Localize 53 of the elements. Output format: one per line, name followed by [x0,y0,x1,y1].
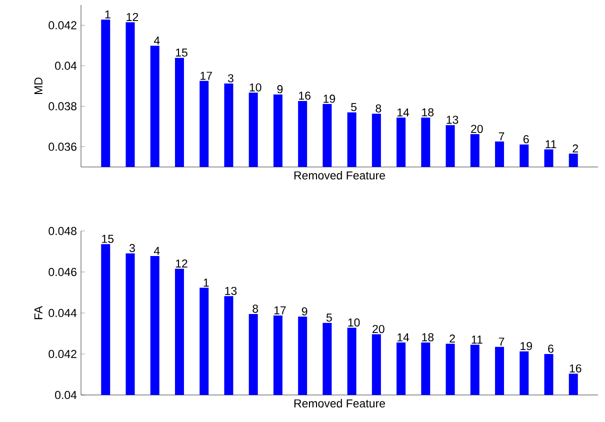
category-label: 18 [422,333,434,342]
category-label: 7 [498,132,504,140]
category-label: 5 [326,314,332,322]
category-label: 13 [446,116,458,124]
category-label: 9 [277,85,283,94]
y-tick-label: 0.04 [55,390,77,400]
category-label: 12 [176,259,188,268]
y-tick-label: 0.038 [48,102,76,110]
category-label: 17 [274,306,286,314]
category-label: 3 [129,244,135,252]
category-label: 14 [398,108,410,116]
category-label: 2 [450,334,455,343]
category-label: 17 [200,72,212,80]
category-label: 1 [105,10,110,18]
category-label: 4 [154,36,160,44]
y-tick-label: 0.048 [48,226,76,236]
x-axis-title: Removed Feature [294,171,385,180]
category-label: 6 [524,135,529,144]
category-label: 2 [572,144,578,152]
category-label: 10 [348,318,360,327]
category-label: 19 [324,94,336,103]
category-label: 9 [302,307,308,316]
category-label: 8 [376,104,382,113]
y-tick-label: 0.044 [48,308,77,318]
category-label: 11 [472,336,482,344]
category-label: 7 [498,338,504,346]
y-tick-label: 0.042 [48,350,76,358]
category-label: 20 [372,324,384,334]
category-label: 15 [102,234,114,243]
y-tick-label: 0.036 [48,142,76,151]
category-label: 12 [126,12,138,22]
category-label: 3 [228,74,234,82]
y-axis-title: MD [34,78,42,94]
category-label: 15 [176,48,188,57]
category-label: 20 [471,124,483,133]
y-tick-label: 0.04 [55,62,77,70]
category-label: 16 [570,364,582,372]
category-label: 16 [299,92,310,100]
y-tick-label: 0.046 [48,268,76,276]
y-axis-title: FA [34,306,42,320]
category-label: 8 [252,304,258,313]
category-label: 1 [204,278,209,287]
y-tick-label: 0.042 [48,21,76,30]
category-label: 6 [548,344,554,353]
category-label: 13 [225,286,237,295]
category-label: 18 [422,108,434,116]
category-label: 10 [250,83,262,92]
category-label: 19 [520,342,532,350]
category-label: 14 [398,333,410,342]
category-label: 4 [154,246,160,255]
category-label: 5 [351,103,357,112]
category-label: 11 [546,140,556,148]
x-axis-title: Removed Feature [294,399,385,408]
